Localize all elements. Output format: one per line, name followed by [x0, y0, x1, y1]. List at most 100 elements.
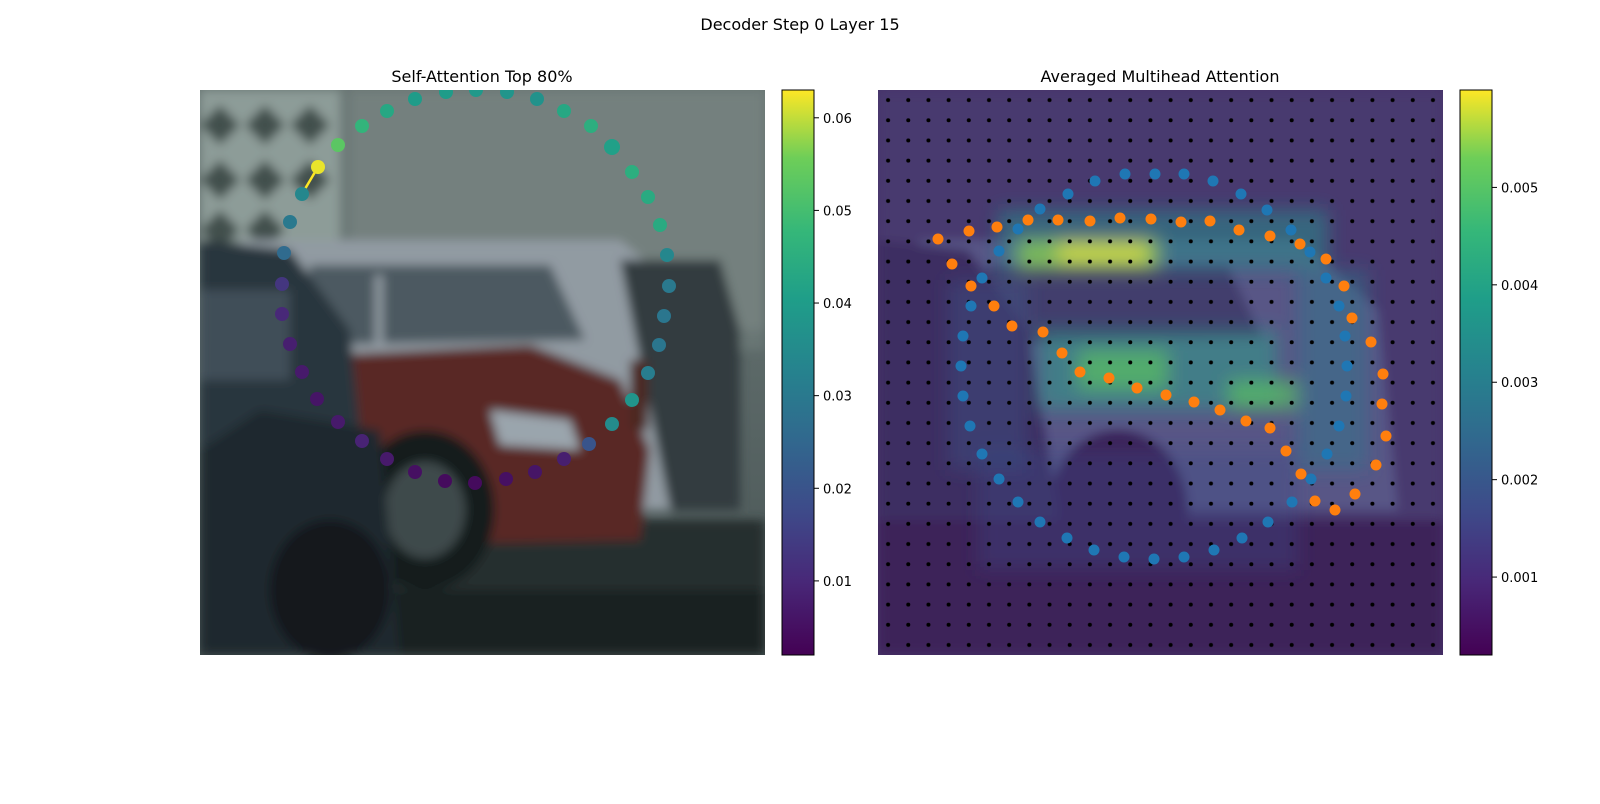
reference-point-blue	[976, 272, 988, 284]
reference-point-blue	[1304, 246, 1316, 258]
attention-point	[641, 366, 655, 380]
predicted-point-orange	[1037, 326, 1049, 338]
attention-point	[584, 119, 598, 133]
predicted-point-orange	[1376, 398, 1388, 410]
attention-point	[557, 452, 571, 466]
predicted-point-orange	[932, 233, 944, 245]
reference-point-blue	[1012, 496, 1024, 508]
multihead-attention-heatmap	[878, 90, 1443, 655]
colorbar-tick-label: 0.03	[823, 390, 852, 405]
reference-point-blue	[1149, 168, 1161, 180]
colorbar-tick-label: 0.002	[1501, 474, 1538, 489]
predicted-point-orange	[963, 225, 975, 237]
attention-point	[625, 393, 639, 407]
colorbar-tick-label: 0.01	[823, 575, 852, 590]
multihead-attention-panel: Averaged Multihead Attention	[878, 67, 1538, 656]
reference-point-blue	[957, 330, 969, 342]
reference-point-blue	[1178, 168, 1190, 180]
predicted-point-orange	[1160, 389, 1172, 401]
attention-point	[438, 474, 452, 488]
predicted-point-orange	[1175, 216, 1187, 228]
predicted-point-orange	[1295, 468, 1307, 480]
predicted-point-orange	[1370, 459, 1382, 471]
reference-point-blue	[1285, 224, 1297, 236]
multihead-attention-points	[932, 168, 1392, 565]
attention-point	[625, 165, 639, 179]
colorbar-tick-label: 0.005	[1501, 181, 1538, 196]
reference-point-blue	[1261, 204, 1273, 216]
predicted-point-orange	[965, 280, 977, 292]
reference-point-blue	[1340, 390, 1352, 402]
attention-point	[662, 279, 676, 293]
colorbar-tick-label: 0.04	[823, 297, 852, 312]
figure-suptitle: Decoder Step 0 Layer 15	[700, 15, 899, 34]
reference-point-blue	[1062, 188, 1074, 200]
reference-point-blue	[1286, 496, 1298, 508]
attention-point	[331, 138, 345, 152]
attention-point	[582, 437, 596, 451]
predicted-point-orange	[1188, 396, 1200, 408]
attention-point	[380, 452, 394, 466]
self-attention-panel: Self-Attention Top 80%	[200, 67, 852, 656]
predicted-point-orange	[1052, 214, 1064, 226]
reference-point-blue	[1208, 544, 1220, 556]
attention-point	[500, 90, 514, 99]
predicted-point-orange	[1309, 495, 1321, 507]
attention-point	[652, 338, 666, 352]
attention-point	[469, 90, 483, 97]
reference-point-blue	[1305, 473, 1317, 485]
attention-point	[530, 92, 544, 106]
reference-point-blue	[1034, 516, 1046, 528]
attention-point	[295, 365, 309, 379]
predicted-point-orange	[1233, 224, 1245, 236]
attention-point	[380, 104, 394, 118]
reference-point-blue	[1339, 330, 1351, 342]
reference-point-blue	[1061, 532, 1073, 544]
reference-point-blue	[1148, 553, 1160, 565]
multihead-attention-colorbar: 0.001 0.002 0.003 0.004 0.005	[1459, 89, 1538, 656]
reference-point-blue	[1012, 223, 1024, 235]
colorbar-tick-label: 0.001	[1501, 571, 1538, 586]
reference-point-blue	[1321, 448, 1333, 460]
attention-point	[311, 160, 325, 174]
attention-point	[310, 392, 324, 406]
attention-point	[408, 92, 422, 106]
attention-point	[275, 277, 289, 291]
predicted-point-orange	[1240, 415, 1252, 427]
self-attention-colorbar: 0.01 0.02 0.03 0.04 0.05 0.06	[781, 89, 852, 656]
colorbar-tick-label: 0.05	[823, 204, 852, 219]
attention-point	[283, 215, 297, 229]
predicted-point-orange	[1294, 238, 1306, 250]
predicted-point-orange	[1214, 404, 1226, 416]
predicted-point-orange	[1346, 312, 1358, 324]
predicted-point-orange	[1264, 230, 1276, 242]
attention-point	[355, 119, 369, 133]
reference-point-blue	[1320, 272, 1332, 284]
predicted-point-orange	[1280, 445, 1292, 457]
colorbar-tick-label: 0.004	[1501, 279, 1538, 294]
reference-point-blue	[1088, 544, 1100, 556]
predicted-point-orange	[1114, 212, 1126, 224]
attention-point	[653, 218, 667, 232]
predicted-point-orange	[991, 221, 1003, 233]
attention-point	[283, 337, 297, 351]
predicted-point-orange	[1365, 336, 1377, 348]
predicted-point-orange	[1131, 382, 1143, 394]
colorbar-tick-label: 0.06	[823, 112, 852, 127]
predicted-point-orange	[988, 300, 1000, 312]
reference-point-blue	[1235, 188, 1247, 200]
reference-point-blue	[1236, 532, 1248, 544]
attention-point	[468, 476, 482, 490]
attention-point	[408, 465, 422, 479]
multihead-attention-title: Averaged Multihead Attention	[1041, 67, 1280, 86]
attention-point	[275, 307, 289, 321]
reference-point-blue	[1089, 175, 1101, 187]
predicted-point-orange	[1377, 368, 1389, 380]
attention-point	[660, 248, 674, 262]
reference-point-blue	[1178, 551, 1190, 563]
colorbar-tick-label: 0.02	[823, 482, 852, 497]
attention-point	[499, 472, 513, 486]
reference-point-blue	[993, 245, 1005, 257]
reference-point-blue	[1119, 168, 1131, 180]
